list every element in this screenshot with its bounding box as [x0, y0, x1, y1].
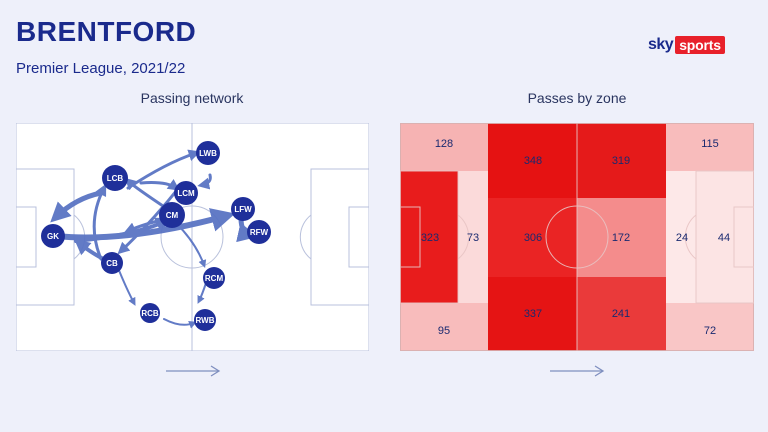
passes-by-zone-label: Passes by zone: [527, 90, 627, 106]
logo-sky-text: sky: [648, 36, 674, 53]
pass-line: [53, 208, 236, 241]
node-rfw[interactable]: RFW: [247, 220, 271, 244]
zone-value: 95: [438, 325, 450, 337]
zone-top-left: [400, 123, 488, 171]
pass-line: [197, 173, 212, 190]
page-subtitle: Premier League, 2021/22: [16, 60, 186, 77]
svg-text:RCB: RCB: [141, 309, 159, 318]
passing-network-label: Passing network: [140, 90, 244, 106]
zone-value: 337: [524, 308, 542, 320]
svg-text:LFW: LFW: [234, 205, 252, 214]
zone-value: 115: [701, 138, 719, 150]
pass-line: [175, 222, 207, 269]
node-lwb[interactable]: LWB: [196, 141, 220, 165]
pass-line: [163, 318, 197, 329]
zone-top-mid-left: [488, 123, 577, 198]
zone-bottom-right: [666, 303, 754, 351]
zone-right-box: [696, 171, 754, 303]
node-rcb[interactable]: RCB: [140, 303, 160, 323]
node-cm[interactable]: CM: [159, 202, 185, 228]
zone-labels: 128 348 319 115 323 73 306 172 24 44 95 …: [421, 138, 730, 337]
zone-top-mid-right: [577, 123, 666, 198]
zone-value: 172: [612, 232, 630, 244]
zone-value: 323: [421, 232, 439, 244]
node-rwb[interactable]: RWB: [194, 309, 216, 331]
zone-value: 241: [612, 308, 630, 320]
zone-value: 73: [467, 232, 479, 244]
node-cb[interactable]: CB: [101, 252, 123, 274]
node-gk[interactable]: GK: [41, 224, 65, 248]
logo-sports-text: sports: [675, 36, 725, 54]
node-lcm[interactable]: LCM: [174, 181, 198, 205]
pass-line: [92, 183, 107, 261]
svg-text:RCM: RCM: [205, 274, 224, 283]
zone-bottom-mid-right: [577, 277, 666, 351]
zone-top-right: [666, 123, 754, 171]
svg-text:CB: CB: [106, 259, 118, 268]
svg-text:LCM: LCM: [177, 189, 195, 198]
pass-line: [124, 177, 168, 210]
zone-bottom-mid-left: [488, 277, 577, 351]
svg-text:LWB: LWB: [199, 149, 217, 158]
zone-value: 128: [435, 138, 453, 150]
zone-pitch-lines: [400, 123, 754, 351]
arrow-right-icon: [166, 365, 221, 377]
zone-right-area: [666, 171, 696, 303]
svg-text:RFW: RFW: [250, 228, 269, 237]
zone-left-area: [458, 171, 488, 303]
zone-value: 44: [718, 232, 730, 244]
node-rcm[interactable]: RCM: [203, 267, 225, 289]
passes-by-zone-pitch: 128 348 319 115 323 73 306 172 24 44 95 …: [400, 123, 754, 351]
node-lcb[interactable]: LCB: [102, 165, 128, 191]
svg-text:RWB: RWB: [196, 316, 215, 325]
zone-value: 348: [524, 155, 542, 167]
zone-value: 72: [704, 325, 716, 337]
zone-left-box: [400, 171, 458, 303]
sky-sports-logo: sky sports: [648, 35, 725, 55]
arrow-right-icon: [550, 365, 605, 377]
zone-value: 24: [676, 232, 688, 244]
zone-bottom-left: [400, 303, 488, 351]
player-nodes: GK LCB CB RCB LWB LCM CM LFW: [41, 141, 271, 331]
svg-text:GK: GK: [47, 232, 59, 241]
passing-network-pitch: GK LCB CB RCB LWB LCM CM LFW: [16, 123, 369, 351]
svg-text:CM: CM: [166, 211, 179, 220]
svg-text:LCB: LCB: [107, 174, 124, 183]
node-lfw[interactable]: LFW: [231, 197, 255, 221]
zone-value: 319: [612, 155, 630, 167]
pass-line: [197, 282, 207, 304]
page-title: BRENTFORD: [16, 16, 197, 47]
pass-line: [139, 178, 180, 191]
zone-value: 306: [524, 232, 542, 244]
pass-lines: [50, 149, 258, 329]
